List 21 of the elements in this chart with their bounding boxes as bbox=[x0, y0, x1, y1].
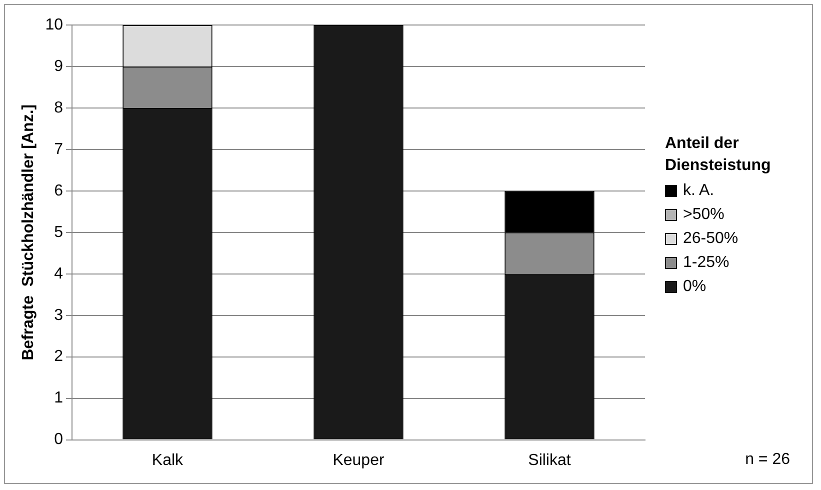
y-tick-label: 10 bbox=[45, 16, 64, 34]
legend-label: 26-50% bbox=[683, 230, 738, 248]
y-tick-label: 6 bbox=[54, 182, 64, 200]
y-tick-label: 0 bbox=[54, 431, 64, 448]
y-tick-label: 9 bbox=[54, 58, 64, 75]
y-tick-label: 4 bbox=[54, 265, 64, 282]
x-tick-label: Keuper bbox=[332, 452, 385, 469]
x-tick-label: Kalk bbox=[152, 452, 184, 469]
legend-label: k. A. bbox=[683, 182, 714, 200]
y-tick-label: 3 bbox=[54, 306, 64, 324]
y-tick-label: 7 bbox=[54, 140, 64, 158]
text: n = 26 bbox=[745, 451, 790, 469]
y-tick-label: 8 bbox=[54, 99, 64, 116]
legend-label: 1-25% bbox=[683, 254, 730, 272]
x-tick-label: Silikat bbox=[528, 452, 572, 469]
legend-label: >50% bbox=[683, 206, 724, 224]
y-axis-title: Befragte Stückholzhändler [Anz.] bbox=[20, 104, 38, 360]
y-tick-label: 1 bbox=[54, 390, 64, 407]
y-tick-label: 5 bbox=[54, 224, 64, 241]
y-tick-label: 2 bbox=[54, 348, 64, 366]
legend-label: 0% bbox=[683, 278, 706, 296]
